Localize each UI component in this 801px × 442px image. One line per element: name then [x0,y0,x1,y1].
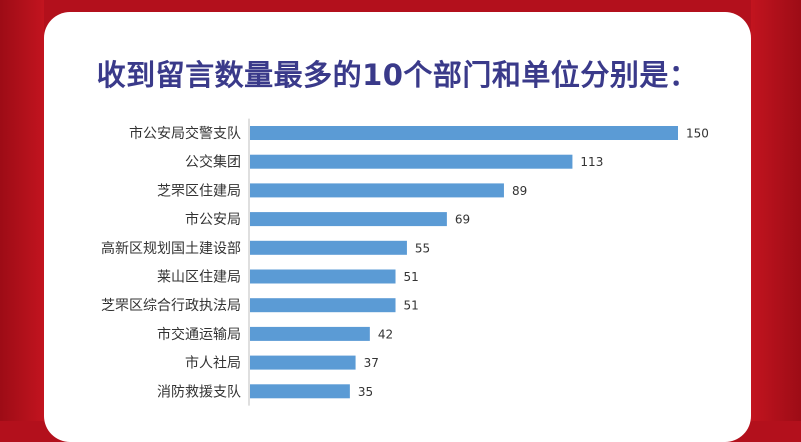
data-label: 51 [404,299,419,313]
category-label: 市公安局 [185,211,241,228]
category-label: 芝罘区综合行政执法局 [101,298,241,314]
data-label: 55 [415,241,430,255]
page-title: 收到留言数量最多的10个部门和单位分别是： [96,58,699,92]
bar [250,212,447,227]
data-label: 37 [364,356,379,370]
bar [250,154,573,169]
category-label: 市交通运输局 [157,326,241,343]
category-label: 高新区规划国土建设部 [101,240,241,257]
bar [250,355,356,370]
bar [250,384,350,399]
bar [250,126,678,140]
category-label: 市人社局 [185,355,241,372]
category-label: 市公安局交警支队 [129,125,241,142]
bar [250,269,396,284]
data-label: 42 [378,327,393,341]
bar [250,298,396,313]
category-label: 公交集团 [185,154,241,171]
data-label: 69 [455,213,470,227]
category-label: 莱山区住建局 [157,270,241,286]
category-label: 芝罘区住建局 [157,183,241,199]
bar [250,240,407,255]
bar-chart: 市公安局交警支队 150 公交集团 113 芝罘区住建局 89 市公安局 69 高新区规划国土建… [101,118,709,406]
category-label: 消防救援支队 [157,384,241,400]
data-label: 89 [512,184,527,198]
bar [250,183,504,198]
data-label: 113 [580,155,603,169]
data-label: 35 [358,385,373,399]
bar [250,326,370,341]
data-label: 150 [686,127,709,141]
background-right-band [751,0,801,421]
background-left-band [0,0,44,421]
content-card [44,12,751,442]
data-label: 51 [404,270,419,284]
